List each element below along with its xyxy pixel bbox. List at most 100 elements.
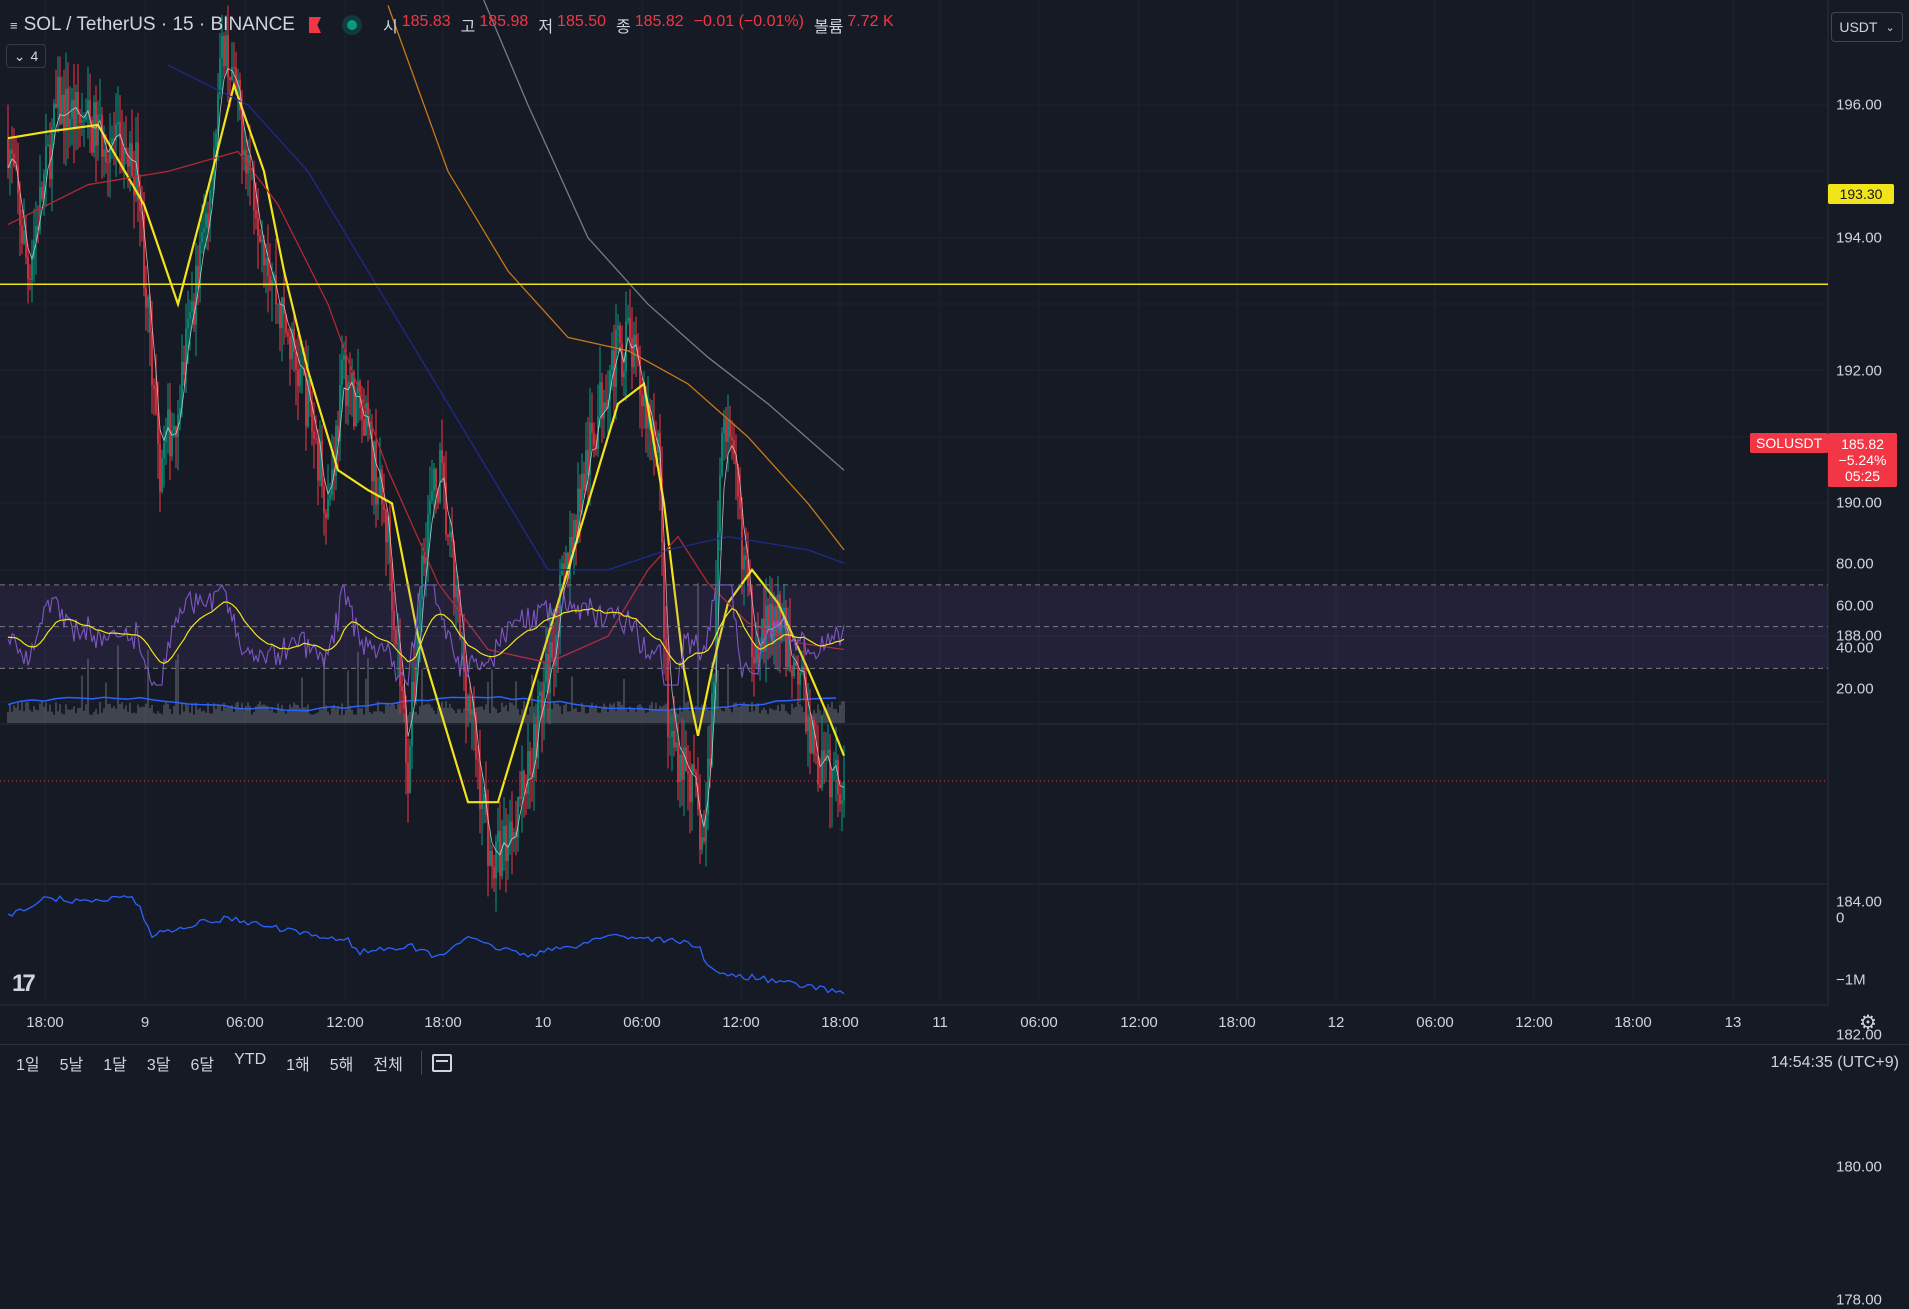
volume-bar [485, 704, 487, 723]
candle-body [763, 618, 765, 652]
volume-bar [619, 701, 621, 723]
horizontal-line-price-tag[interactable]: 193.30 [1828, 184, 1894, 204]
candle-body [493, 866, 495, 879]
range-button[interactable]: 전체 [373, 1057, 403, 1074]
volume-bar [273, 712, 275, 723]
candle-body [589, 422, 591, 476]
candle-body [109, 144, 111, 163]
volume-bar [153, 712, 155, 723]
candle-body [37, 226, 39, 231]
rsi-axis-label: 80.00 [1836, 555, 1874, 573]
clock[interactable]: 14:54:35 (UTC+9) [1770, 1054, 1899, 1071]
range-button[interactable]: 5해 [329, 1057, 354, 1074]
candle-body [267, 258, 269, 276]
candle-body [605, 402, 607, 409]
volume-bar [149, 707, 151, 723]
candle-body [377, 495, 379, 505]
cvd-line [7, 895, 845, 995]
volume-bar [127, 711, 129, 723]
range-button[interactable]: 1일 [16, 1057, 40, 1074]
calendar-icon[interactable] [431, 1054, 452, 1072]
volume-bar [819, 710, 821, 723]
volume-bar [601, 708, 603, 723]
volume-bar [231, 705, 233, 723]
candle-body [725, 418, 727, 443]
range-button[interactable]: 5날 [59, 1057, 84, 1074]
candle-body [403, 690, 405, 709]
candle-body [25, 230, 27, 258]
symbol-title[interactable]: ≡ SOL / TetherUS · 15 · BINANCE [10, 14, 295, 36]
volume-bar [407, 714, 409, 723]
candle-body [253, 169, 255, 211]
candle-body [219, 58, 221, 95]
range-button[interactable]: YTD [234, 1051, 267, 1068]
candle-body [197, 265, 199, 289]
volume-bar [427, 703, 429, 723]
time-axis-label: 11 [932, 1014, 948, 1031]
volume-bar [75, 713, 77, 723]
candle-body [743, 555, 745, 570]
volume-bar [49, 704, 51, 723]
volume-bar [495, 708, 497, 723]
gear-icon[interactable]: ⚙ [1859, 1012, 1877, 1034]
volume-bar [705, 704, 707, 723]
candle-body [401, 686, 403, 691]
candle-body [425, 557, 427, 564]
volume-bar [9, 704, 11, 723]
change-value: −0.01 (−0.01%) [693, 13, 804, 30]
candle-body [813, 720, 815, 755]
candle-body [587, 450, 589, 476]
volume-bar [629, 706, 631, 723]
candle-body [431, 491, 433, 501]
volume-bar [797, 702, 799, 723]
candle-body [183, 361, 185, 375]
candle-body [201, 232, 203, 243]
candle-body [381, 469, 383, 505]
candle-body [677, 742, 679, 783]
volume-bar [483, 709, 485, 723]
volume-bar [25, 702, 27, 723]
candle-body [707, 758, 709, 816]
chart-canvas[interactable] [0, 0, 1909, 1080]
candle-body [491, 850, 493, 867]
candle-body [137, 142, 139, 201]
bottom-toolbar: 1일 5날 1달 3달 6달 YTD 1해 5해 전체 14:54:35 (UTC+9) [0, 1044, 1909, 1081]
volume-bar [589, 705, 591, 723]
volume-bar [143, 706, 145, 723]
volume-bar [409, 711, 411, 723]
tradingview-logo[interactable]: 17 [12, 970, 36, 997]
candle-body [29, 279, 31, 281]
range-button[interactable]: 1해 [286, 1057, 310, 1074]
range-button[interactable]: 1달 [103, 1057, 127, 1074]
indicator-collapse-button[interactable]: ⌄ 4 [6, 44, 46, 68]
candle-body [121, 139, 123, 170]
high-value: 185.98 [479, 13, 529, 30]
open-label: 시 [382, 19, 398, 36]
candle-body [233, 66, 235, 68]
volume-bar [107, 704, 109, 723]
candle-body [543, 682, 545, 718]
volume-bar [281, 704, 283, 723]
volume-bar [379, 711, 381, 723]
candle-body [503, 826, 505, 846]
range-button[interactable]: 6달 [190, 1057, 215, 1074]
candle-body [593, 433, 595, 445]
last-price: 185.82 [1841, 436, 1884, 452]
volume-bar [525, 709, 527, 723]
grid-lines [0, 0, 1829, 1006]
volume-bar [159, 713, 161, 723]
flag-icon[interactable] [308, 17, 321, 33]
volume-bar [111, 708, 113, 723]
candle-body [239, 79, 241, 111]
volume-bar [493, 706, 495, 723]
chevron-down-icon: ⌄ [13, 47, 26, 64]
volume-bar [481, 706, 483, 723]
range-button[interactable]: 3달 [146, 1057, 171, 1074]
volume-bar [623, 678, 625, 723]
volume-bar [445, 701, 447, 723]
volume-bar [743, 702, 745, 723]
volume-bar [181, 702, 183, 723]
volume-bar [651, 701, 653, 723]
currency-select[interactable]: USDT ⌄ [1831, 12, 1903, 42]
volume-bar [665, 703, 667, 723]
